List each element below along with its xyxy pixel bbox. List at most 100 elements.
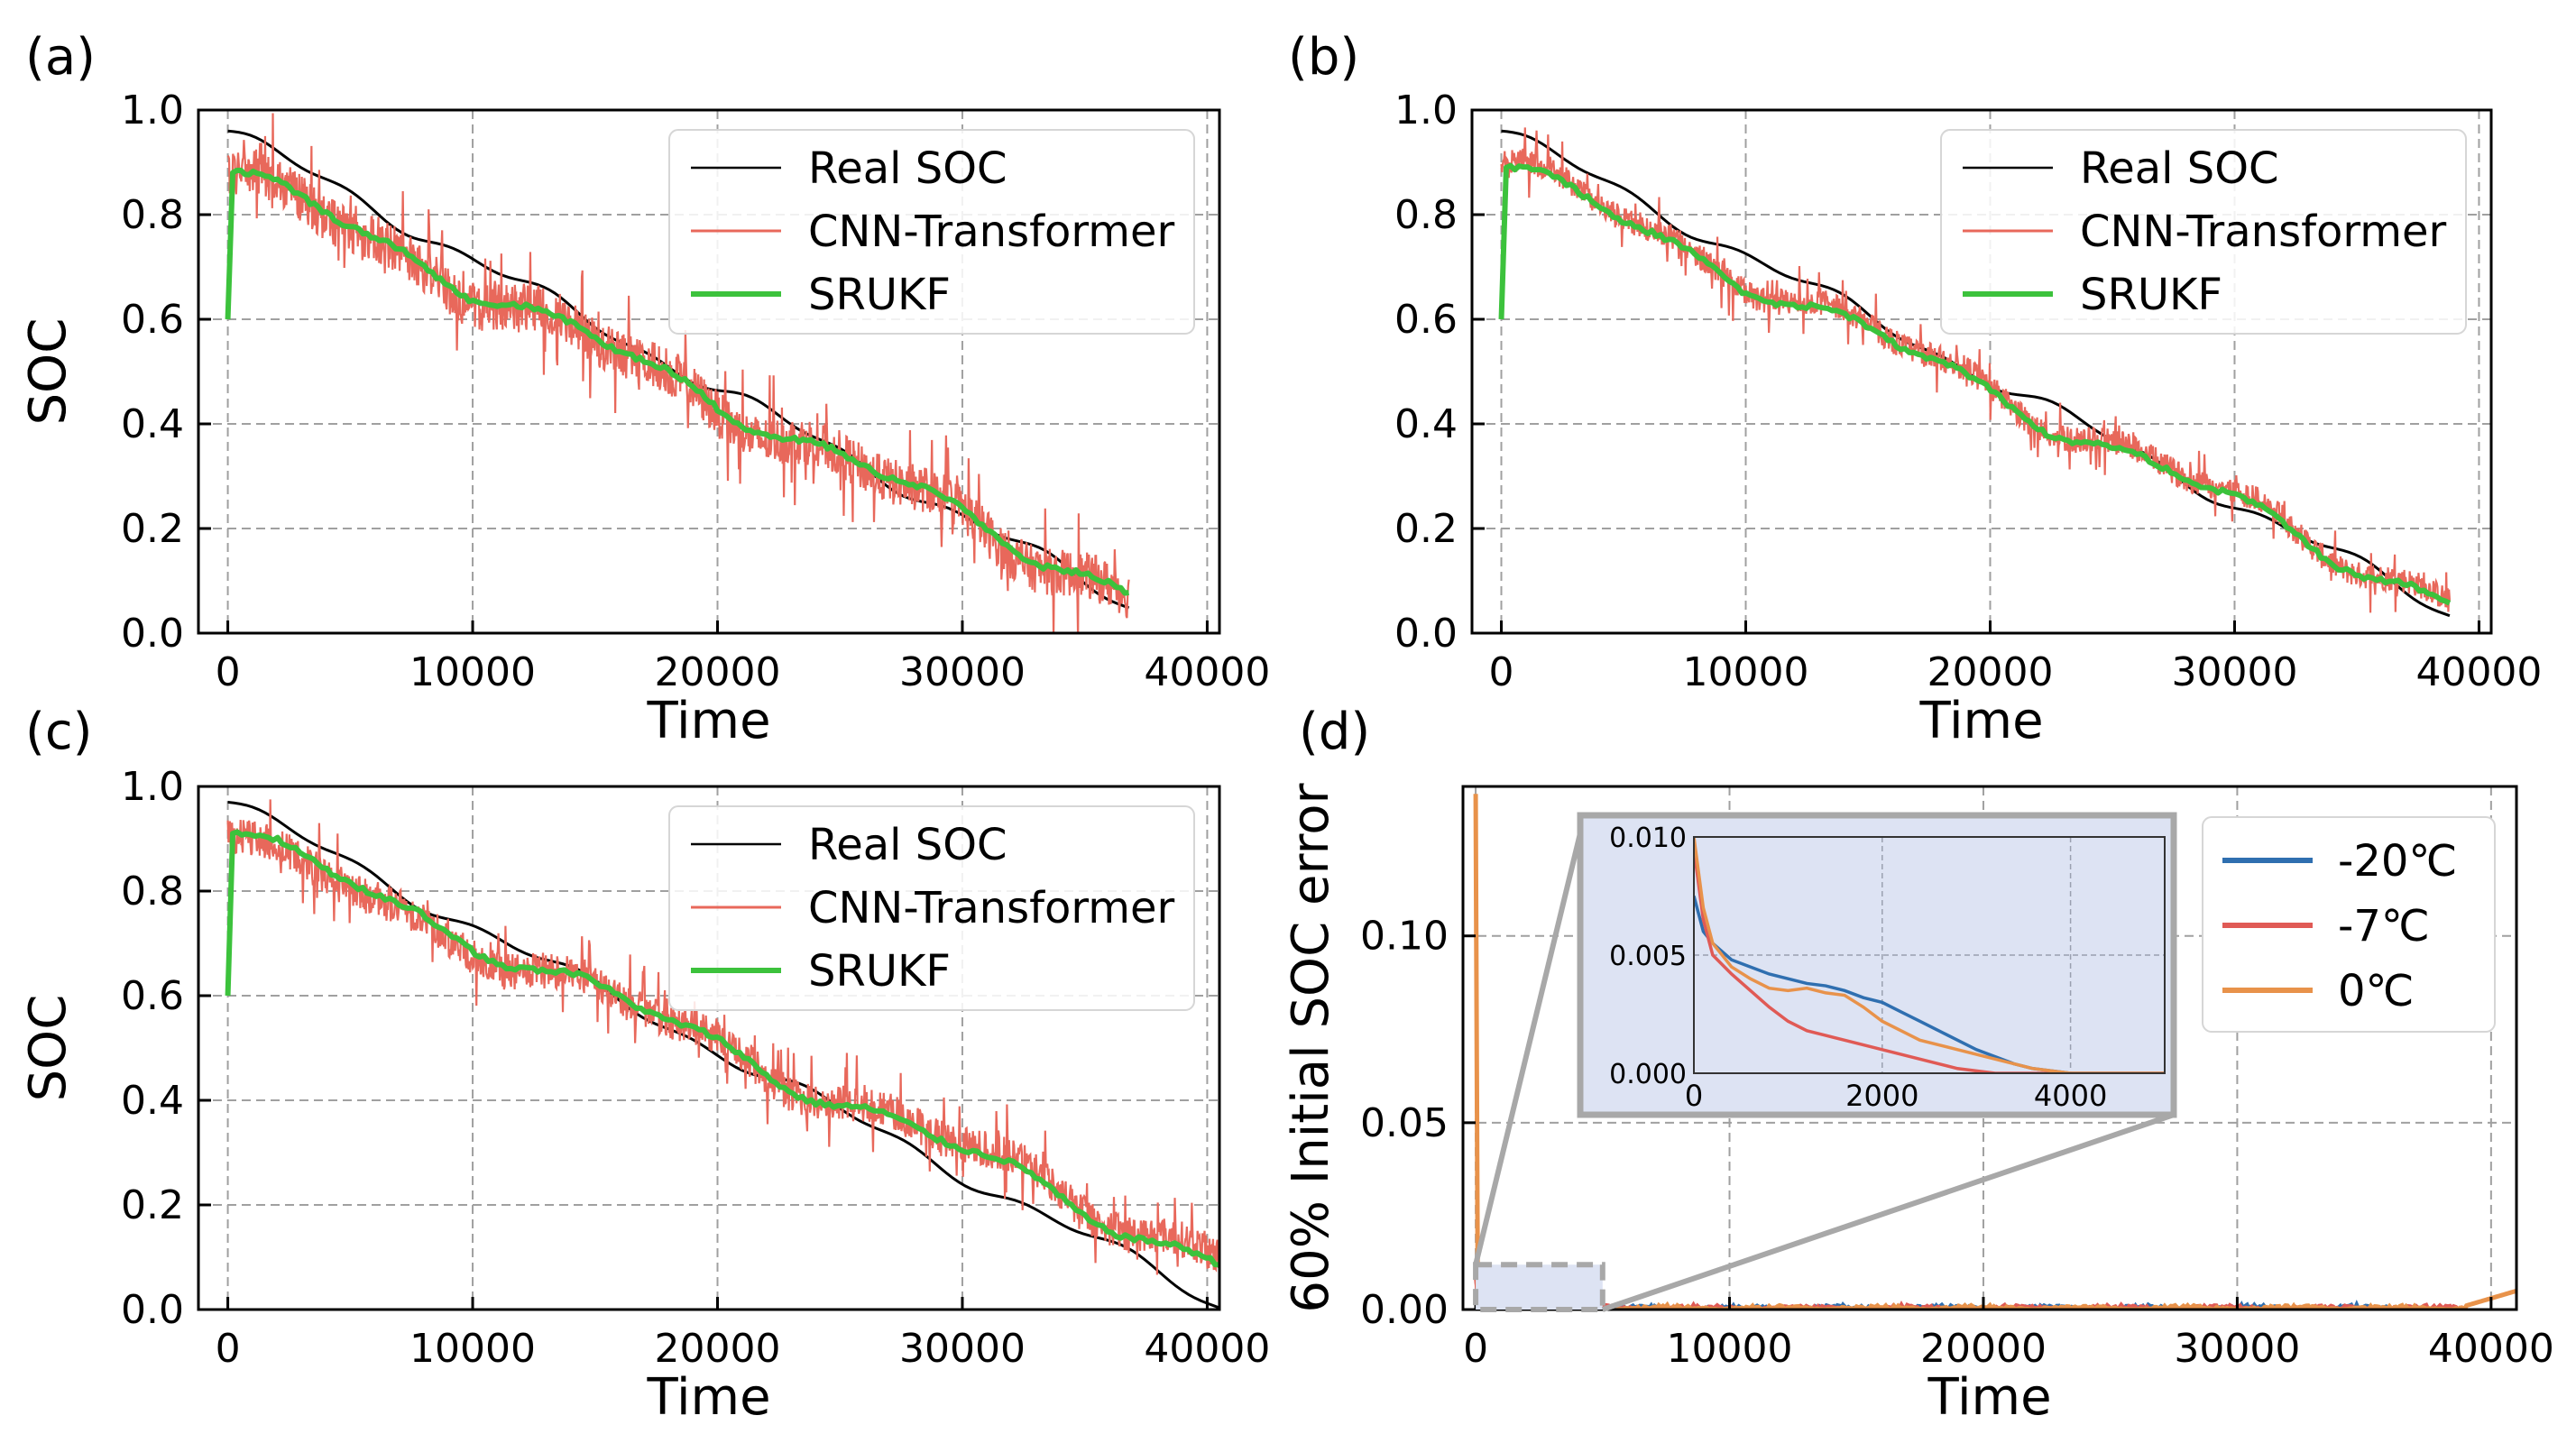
legend-label: Real SOC xyxy=(808,143,1007,194)
y-tick-label: 0.4 xyxy=(1394,401,1458,447)
series-group xyxy=(1498,127,2452,618)
y-tick-label: 0.0 xyxy=(1394,611,1458,657)
plot-frame xyxy=(197,108,1221,635)
legend-box xyxy=(1940,129,2467,335)
y-axis-label: SOC xyxy=(19,318,78,426)
y-tick-label: 0.8 xyxy=(121,869,184,915)
x-tick-label: 0 xyxy=(1463,1326,1488,1372)
y-tick-label: 0.2 xyxy=(1394,506,1458,552)
inset-y-tick-label: 0.000 xyxy=(1609,1059,1687,1090)
series-group xyxy=(225,113,1130,633)
zoom-connector xyxy=(1473,832,1583,1265)
legend-label: -20℃ xyxy=(2338,836,2457,887)
x-axis-label: Time xyxy=(646,692,770,750)
y-tick-label: 0.6 xyxy=(1394,297,1458,343)
y-tick-label: 0.2 xyxy=(121,506,184,552)
series-line-srukf xyxy=(225,829,1219,1268)
legend-label: CNN-Transformer xyxy=(808,207,1175,257)
panel-label: (b) xyxy=(1288,28,1359,87)
y-tick-label: 0.05 xyxy=(1360,1100,1449,1146)
series-line-srukf xyxy=(225,167,1129,596)
inset-series-line xyxy=(1694,848,2165,1073)
x-tick-label: 10000 xyxy=(409,649,536,695)
legend-label: -7℃ xyxy=(2338,901,2430,951)
zoom-region xyxy=(1473,1262,1605,1313)
x-tick-label: 20000 xyxy=(1920,1326,2047,1372)
y-axis-label: SOC xyxy=(19,318,78,426)
legend-label: Real SOC xyxy=(2080,143,2279,194)
x-tick-label: 20000 xyxy=(1927,649,2053,695)
x-tick-label: 0 xyxy=(216,649,241,695)
panel-a: (a) 0 10000 20000 30000 40000 0.0 0.2 0.4 0.6 0.8 1… xyxy=(19,28,1270,750)
panel-label: (a) xyxy=(25,28,96,87)
y-tick-label: 0.4 xyxy=(121,1078,184,1124)
x-tick-label: 10000 xyxy=(409,1326,536,1372)
y-tick-label: 0.6 xyxy=(121,297,184,343)
inset-background xyxy=(1577,812,2177,1118)
panel-c: (c) 0 10000 20000 30000 40000 0.0 0.2 0.4 0.6 0.8 1… xyxy=(19,703,1270,1427)
x-axis-label: Time xyxy=(1918,692,2043,750)
series-line-cnn-transformer xyxy=(226,113,1130,633)
y-tick-label: 1.0 xyxy=(121,764,184,810)
y-tick-label: 0.8 xyxy=(121,192,184,238)
inset-x-tick-label: 0 xyxy=(1685,1079,1703,1113)
y-axis-label: 60% Initial SOC error xyxy=(1282,782,1340,1312)
inset-x-tick-label: 2000 xyxy=(1845,1079,1918,1113)
inset-series-line xyxy=(1694,837,2165,1073)
zoom-connector xyxy=(1601,1112,2175,1312)
x-tick-label: 0 xyxy=(216,1326,241,1372)
x-axis-label: Time xyxy=(1927,1368,2051,1427)
plot-frame xyxy=(197,785,1221,1311)
series-group xyxy=(225,799,1219,1310)
x-tick-label: 30000 xyxy=(2171,649,2297,695)
y-tick-label: 0.0 xyxy=(121,611,184,657)
legend-label: CNN-Transformer xyxy=(2080,207,2447,257)
x-tick-label: 30000 xyxy=(899,649,1026,695)
inset-x-tick-label: 4000 xyxy=(2034,1079,2107,1113)
x-tick-label: 10000 xyxy=(1667,1326,1793,1372)
legend-label: SRUKF xyxy=(808,270,951,320)
y-tick-label: 0.6 xyxy=(121,973,184,1019)
x-axis-label: Time xyxy=(646,1368,770,1427)
x-tick-label: 20000 xyxy=(655,1326,781,1372)
y-axis-label: SOC xyxy=(19,995,78,1102)
inset-y-tick-label: 0.005 xyxy=(1609,941,1687,972)
legend-label: CNN-Transformer xyxy=(808,883,1175,933)
series-line-error xyxy=(1473,1264,2392,1310)
x-tick-label: 30000 xyxy=(899,1326,1026,1372)
x-tick-label: 30000 xyxy=(2174,1326,2300,1372)
plot-frame xyxy=(1461,785,2518,1311)
legend-label: SRUKF xyxy=(808,946,951,997)
inset-frame xyxy=(1693,836,2166,1074)
x-tick-label: 0 xyxy=(1489,649,1514,695)
x-tick-label: 10000 xyxy=(1683,649,1809,695)
inset-y-tick-label: 0.010 xyxy=(1609,823,1687,854)
y-tick-label: 0.0 xyxy=(121,1287,184,1333)
panel-label: (c) xyxy=(25,703,92,761)
series-line-srukf xyxy=(1498,162,2452,606)
panel-label: (d) xyxy=(1299,703,1370,761)
legend-label: 0℃ xyxy=(2338,966,2414,1016)
series-line-real-soc xyxy=(227,800,1219,1310)
x-tick-label: 40000 xyxy=(2428,1326,2554,1372)
y-tick-label: 0.2 xyxy=(121,1182,184,1228)
y-tick-label: 1.0 xyxy=(121,87,184,133)
legend-label: Real SOC xyxy=(808,820,1007,870)
x-tick-label: 40000 xyxy=(2415,649,2542,695)
panel-b: (b) 0 10000 20000 30000 40000 0.0 0.2 0.4 0.6 0.8 1… xyxy=(19,28,2542,750)
x-tick-label: 40000 xyxy=(1144,649,1270,695)
y-tick-label: 0.10 xyxy=(1360,914,1449,960)
legend-box xyxy=(2202,816,2496,1033)
plot-frame xyxy=(1470,108,2493,635)
x-tick-label: 40000 xyxy=(1144,1326,1270,1372)
legend-box xyxy=(668,805,1195,1011)
y-tick-label: 0.4 xyxy=(121,401,184,447)
legend-box xyxy=(668,129,1195,335)
y-tick-label: 0.00 xyxy=(1360,1287,1449,1333)
series-line-cnn-transformer xyxy=(1500,127,2452,613)
y-tick-label: 1.0 xyxy=(1394,87,1458,133)
y-tick-label: 0.8 xyxy=(1394,192,1458,238)
legend-label: SRUKF xyxy=(2080,270,2222,320)
inset-series-group xyxy=(1694,837,2165,1073)
